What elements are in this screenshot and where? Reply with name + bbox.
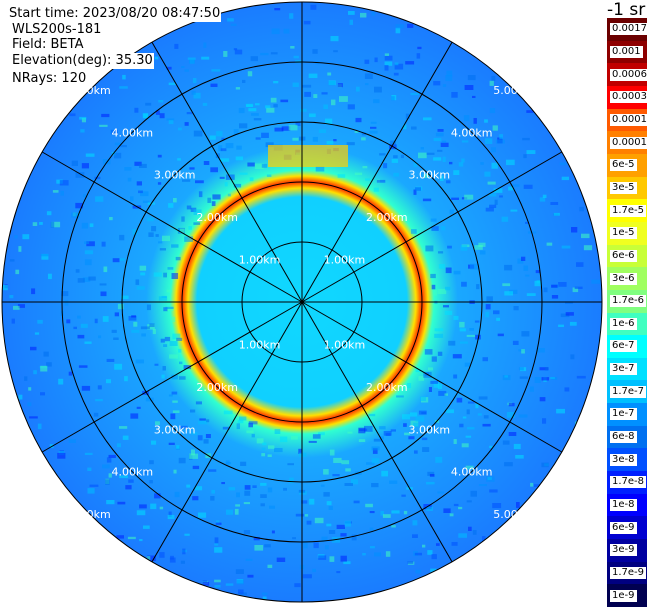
- azimuth-spokes: [2, 2, 602, 602]
- instrument-label: WLS200s-181: [11, 22, 103, 38]
- colorbar-tick-label: 1e-6: [610, 317, 637, 330]
- azimuth-spoke: [301, 301, 453, 563]
- colorbar-tick-label: 6e-7: [610, 340, 637, 353]
- colorbar-tick-label: 3e-8: [610, 453, 637, 466]
- colorbar-tick-label: 3e-7: [610, 363, 637, 376]
- colorbar-tick-label: 0.0003: [610, 91, 647, 104]
- colorbar-tick-label: 6e-9: [610, 521, 637, 534]
- range-label: 1.00km: [324, 254, 366, 267]
- start-time-label: Start time: 2023/08/20 08:47:50: [8, 6, 222, 22]
- colorbar-tick-label: 6e-6: [610, 249, 637, 262]
- colorbar-tick-label: 3e-9: [610, 544, 637, 557]
- field-label: Field: BETA: [11, 37, 85, 53]
- azimuth-spoke: [301, 301, 563, 453]
- range-label: 2.00km: [196, 211, 238, 224]
- colorbar-tick-label: 1.7e-5: [610, 204, 647, 217]
- colorbar-tick-label: 1.7e-8: [610, 476, 647, 489]
- range-label: 5.00km: [493, 508, 535, 521]
- colorbar-tick-label: 0.0006: [610, 68, 647, 81]
- range-label: 5.00km: [69, 84, 111, 97]
- colorbar-tick-label: 1e-8: [610, 499, 637, 512]
- units-label: -1 sr: [607, 0, 646, 20]
- azimuth-spoke: [301, 151, 563, 303]
- range-label: 2.00km: [196, 381, 238, 394]
- colorbar-tick-label: 1.7e-6: [610, 295, 647, 308]
- range-label: 4.00km: [451, 126, 493, 139]
- range-label: 4.00km: [112, 126, 154, 139]
- range-label: 2.00km: [366, 381, 408, 394]
- colorbar-tick-label: 1.7e-7: [610, 385, 647, 398]
- range-label: 1.00km: [239, 338, 281, 351]
- range-label: 5.00km: [493, 84, 535, 97]
- colorbar: 0.0017 0.001 0.0006 0.0003 0.00017 0.0001 6e-5…: [607, 18, 647, 607]
- range-label: 2.00km: [366, 211, 408, 224]
- range-label: 3.00km: [154, 423, 196, 436]
- colorbar-tick-label: 3e-5: [610, 181, 637, 194]
- range-label: 4.00km: [112, 466, 154, 479]
- colorbar-tick-label: 1e-9: [610, 589, 637, 602]
- azimuth-spoke: [151, 41, 303, 303]
- colorbar-tick-label: 1e-7: [610, 408, 637, 421]
- range-label: 3.00km: [154, 169, 196, 182]
- colorbar-tick-label: 3e-6: [610, 272, 637, 285]
- colorbar-tick-label: 6e-5: [610, 159, 637, 172]
- range-label: 5.00km: [69, 508, 111, 521]
- range-label: 1.00km: [239, 254, 281, 267]
- range-labels: 1.00km 1.00km 1.00km 1.00km 2.00km 2.00km 2.00…: [69, 84, 535, 521]
- colorbar-tick-label: 0.0001: [610, 136, 647, 149]
- colorbar-tick-label: 1.7e-9: [610, 567, 647, 580]
- azimuth-spoke: [41, 151, 303, 303]
- range-label: 3.00km: [409, 169, 451, 182]
- colorbar-tick-label: 0.00017: [610, 113, 647, 126]
- range-label: 4.00km: [451, 466, 493, 479]
- colorbar-tick-label: 0.001: [610, 45, 643, 58]
- nrays-label: NRays: 120: [11, 71, 88, 87]
- range-label: 1.00km: [324, 338, 366, 351]
- elevation-label: Elevation(deg): 35.30: [11, 53, 154, 69]
- colorbar-tick-label: 6e-8: [610, 431, 637, 444]
- azimuth-spoke: [41, 301, 303, 453]
- colorbar-tick-label: 1e-5: [610, 227, 637, 240]
- azimuth-spoke: [151, 301, 303, 563]
- azimuth-spoke: [301, 41, 453, 303]
- ppi-plot: 1.00km 1.00km 1.00km 1.00km 2.00km 2.00km 2.00…: [1, 1, 603, 603]
- colorbar-tick-label: 0.0017: [610, 23, 647, 36]
- range-label: 3.00km: [409, 423, 451, 436]
